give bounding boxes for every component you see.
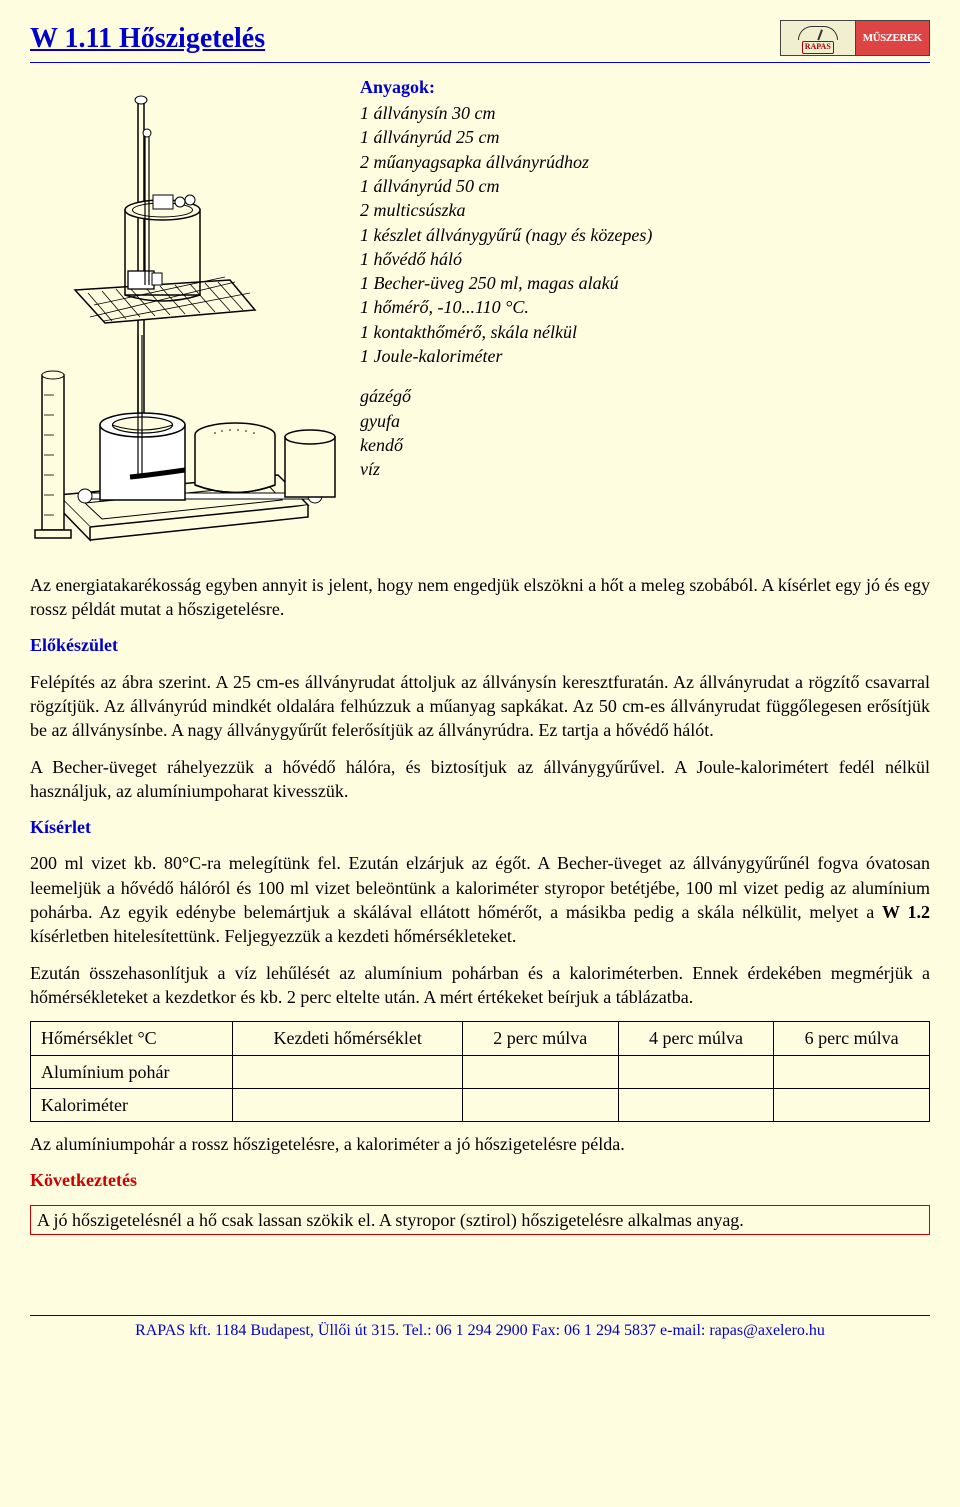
- table-header: 4 perc múlva: [618, 1022, 774, 1055]
- conclusion-box: A jó hőszigetelésnél a hő csak lassan sz…: [30, 1205, 930, 1235]
- material-item: 1 készlet állványgyűrű (nagy és közepes): [360, 223, 930, 247]
- material-item: 1 Becher-üveg 250 ml, magas alakú: [360, 271, 930, 295]
- table-header: Hőmérséklet °C: [31, 1022, 233, 1055]
- extra-item: víz: [360, 457, 930, 481]
- after-table: Az alumíniumpohár a rossz hőszigetelésre…: [30, 1132, 930, 1156]
- table-cell[interactable]: [462, 1088, 618, 1121]
- prep-p1: Felépítés az ábra szerint. A 25 cm-es ál…: [30, 670, 930, 743]
- table-cell[interactable]: [618, 1055, 774, 1088]
- experiment-p1: 200 ml vizet kb. 80°C-ra melegítünk fel.…: [30, 851, 930, 948]
- table-cell: Alumínium pohár: [31, 1055, 233, 1088]
- table-cell[interactable]: [462, 1055, 618, 1088]
- table-header: 6 perc múlva: [774, 1022, 930, 1055]
- material-item: 1 állványrúd 50 cm: [360, 174, 930, 198]
- table-header: 2 perc múlva: [462, 1022, 618, 1055]
- materials-extras: gázégő gyufa kendő víz: [360, 384, 930, 481]
- experiment-heading: Kísérlet: [30, 815, 930, 839]
- prep-p2: A Becher-üveget ráhelyezzük a hővédő hál…: [30, 755, 930, 804]
- conclusion-text: A jó hőszigetelésnél a hő csak lassan sz…: [37, 1210, 744, 1230]
- material-item: 1 kontakthőmérő, skála nélkül: [360, 320, 930, 344]
- divider: [30, 62, 930, 63]
- table-cell[interactable]: [233, 1088, 462, 1121]
- table-cell[interactable]: [233, 1055, 462, 1088]
- intro-paragraph: Az energiatakarékosság egyben annyit is …: [30, 573, 930, 622]
- prep-heading: Előkészület: [30, 633, 930, 657]
- measurement-table: Hőmérséklet °C Kezdeti hőmérséklet 2 per…: [30, 1021, 930, 1122]
- extra-item: gázégő: [360, 384, 930, 408]
- brand-logo: RAPAS MŰSZEREK: [780, 20, 930, 56]
- footer: RAPAS kft. 1184 Budapest, Üllői út 315. …: [30, 1315, 930, 1342]
- material-item: 1 állványsín 30 cm: [360, 101, 930, 125]
- conclusion-heading: Következtetés: [30, 1168, 930, 1192]
- apparatus-diagram: [30, 75, 340, 555]
- material-item: 1 hőmérő, -10...110 °C.: [360, 295, 930, 319]
- body-text: Az energiatakarékosság egyben annyit is …: [30, 573, 930, 1235]
- material-item: 1 állványrúd 25 cm: [360, 125, 930, 149]
- extra-item: gyufa: [360, 409, 930, 433]
- top-section: Anyagok: 1 állványsín 30 cm 1 állványrúd…: [30, 75, 930, 555]
- table-cell[interactable]: [618, 1088, 774, 1121]
- table-cell[interactable]: [774, 1088, 930, 1121]
- table-header: Kezdeti hőmérséklet: [233, 1022, 462, 1055]
- material-item: 1 hővédő háló: [360, 247, 930, 271]
- experiment-p2: Ezután összehasonlítjuk a víz lehűlését …: [30, 961, 930, 1010]
- material-item: 1 Joule-kaloriméter: [360, 344, 930, 368]
- material-item: 2 műanyagsapka állványrúdhoz: [360, 150, 930, 174]
- material-item: 2 multicsúszka: [360, 198, 930, 222]
- header: W 1.11 Hőszigetelés RAPAS MŰSZEREK: [30, 20, 930, 58]
- table-cell: Kaloriméter: [31, 1088, 233, 1121]
- table-row: Kaloriméter: [31, 1088, 930, 1121]
- table-header-row: Hőmérséklet °C Kezdeti hőmérséklet 2 per…: [31, 1022, 930, 1055]
- logo-text: MŰSZEREK: [856, 21, 930, 55]
- extra-item: kendő: [360, 433, 930, 457]
- materials-list: Anyagok: 1 állványsín 30 cm 1 állványrúd…: [360, 75, 930, 555]
- page-title: W 1.11 Hőszigetelés: [30, 20, 265, 58]
- logo-meter-icon: RAPAS: [781, 21, 856, 55]
- table-cell[interactable]: [774, 1055, 930, 1088]
- table-row: Alumínium pohár: [31, 1055, 930, 1088]
- materials-heading: Anyagok:: [360, 75, 930, 99]
